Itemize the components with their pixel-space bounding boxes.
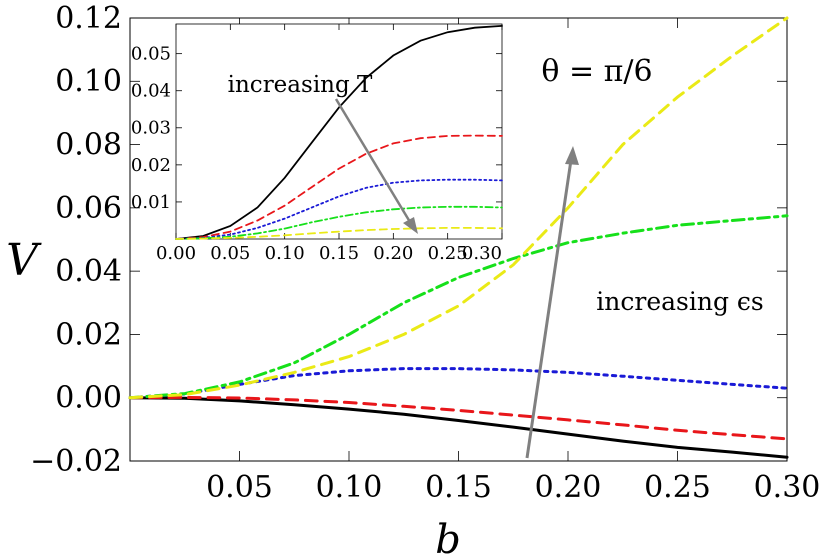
increasing-T-label: increasing T	[228, 72, 373, 98]
inset-x-tick-label: 0.00	[156, 243, 196, 264]
main-series	[128, 16, 789, 459]
main-y-tick-labels: −0.02 0.00 0.02 0.04 0.06 0.08 0.10 0.12	[30, 1, 787, 479]
increasing-T-arrow	[334, 98, 418, 234]
main-x-tick-label: 0.25	[644, 470, 711, 505]
main-y-tick-label: 0.10	[55, 64, 122, 99]
inset-y-tick-label: 0.03	[131, 118, 171, 139]
inset-series-yellow	[175, 227, 503, 240]
inset-y-tick-label: 0.02	[131, 155, 171, 176]
main-y-tick-label: 0.02	[55, 317, 122, 352]
main-x-tick-labels: 0.05 0.10 0.15 0.20 0.25 0.30	[206, 18, 820, 505]
increasing-epsilon-arrow	[525, 146, 579, 459]
inset-plot: 0.01 0.02 0.03 0.04 0.05 0.00 0.05 0.10 0.15 0.2…	[131, 23, 503, 264]
inset-x-tick-label: 0.15	[319, 243, 359, 264]
main-y-tick-label: 0.06	[55, 191, 122, 226]
main-y-tick-label: 0.08	[55, 127, 122, 162]
inset-y-tick-labels: 0.01 0.02 0.03 0.04 0.05	[131, 44, 502, 213]
main-x-axis-label: b	[435, 517, 461, 558]
inset-y-tick-label: 0.05	[131, 44, 171, 65]
inset-series-green	[175, 205, 503, 240]
increasing-epsilon-label: increasing ϵs	[596, 287, 763, 316]
inset-series-blue	[175, 178, 503, 240]
main-plot: −0.020.000.020.040.060.080.100.12 0.05 0.…	[6, 1, 820, 558]
main-x-tick-label: 0.05	[206, 470, 273, 505]
inset-x-tick-label: 0.25	[428, 243, 468, 264]
inset-x-tick-label: 0.05	[210, 243, 250, 264]
inset-series	[175, 25, 503, 240]
main-x-tick-label: 0.20	[535, 470, 602, 505]
inset-x-tick-label: 0.20	[373, 243, 413, 264]
main-series-yellow	[128, 16, 789, 400]
inset-series-black	[175, 25, 503, 240]
main-x-tick-label: 0.15	[425, 470, 492, 505]
theta-annotation: θ = π/6	[541, 54, 652, 89]
inset-x-tick-labels: 0.00 0.05 0.10 0.15 0.20 0.250.30	[156, 24, 503, 264]
inset-x-tick-label: 0.30	[462, 243, 502, 264]
main-y-axis-label: V	[6, 235, 42, 286]
inset-x-tick-label: 0.10	[265, 243, 305, 264]
main-y-tick-label: 0.12	[55, 1, 122, 36]
main-y-tick-label: 0.04	[55, 254, 122, 289]
main-x-tick-label: 0.30	[754, 470, 821, 505]
main-series-green	[128, 214, 789, 400]
main-y-tick-label: 0.00	[55, 381, 122, 416]
inset-background	[176, 24, 502, 239]
main-series-red	[128, 395, 789, 441]
inset-y-tick-label: 0.01	[131, 192, 171, 213]
inset-series-red	[175, 134, 503, 240]
main-series-black	[128, 396, 789, 459]
main-x-tick-label: 0.10	[316, 470, 383, 505]
inset-y-tick-label: 0.04	[131, 81, 171, 102]
main-y-tick-label: −0.02	[30, 444, 122, 479]
